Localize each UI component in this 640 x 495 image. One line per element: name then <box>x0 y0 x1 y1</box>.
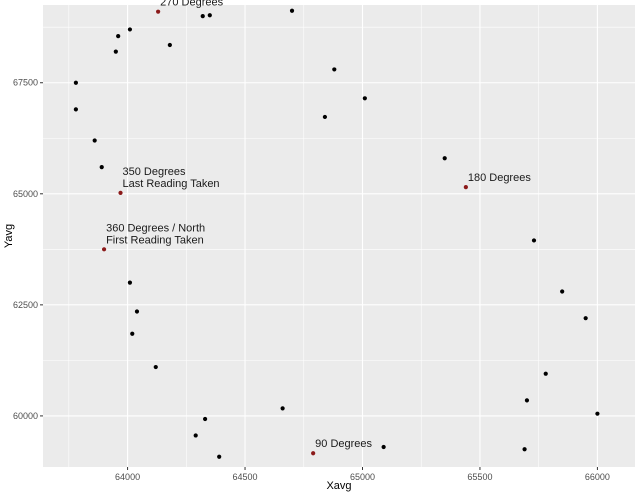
data-point <box>207 13 212 18</box>
annotation-label: 360 Degrees / North <box>106 222 205 234</box>
data-point <box>332 67 337 72</box>
highlight-point <box>118 190 123 196</box>
highlight-point <box>156 9 161 14</box>
y-tick-label: 65000 <box>13 189 38 199</box>
highlight-point <box>463 185 468 190</box>
annotation-label: 270 Degrees <box>160 0 223 9</box>
y-tick-label: 60000 <box>13 411 38 421</box>
data-point <box>280 406 285 411</box>
data-point <box>127 280 133 285</box>
data-point <box>560 289 565 294</box>
data-point <box>217 454 222 459</box>
data-point <box>130 331 135 336</box>
x-tick-label: 64500 <box>233 472 258 482</box>
annotation-label: First Reading Taken <box>106 234 204 246</box>
data-point <box>289 8 295 13</box>
data-point <box>193 433 198 438</box>
y-axis-title: Yavg <box>3 224 15 248</box>
y-axis-ticks: 60000 62500 65000 67500 <box>13 78 43 421</box>
data-point <box>322 114 328 120</box>
annotation-label: 350 Degrees <box>123 166 186 178</box>
annotation-label: 180 Degrees <box>468 172 531 184</box>
data-point <box>381 444 386 450</box>
data-point <box>202 416 208 422</box>
data-point <box>134 309 140 314</box>
y-tick-label: 62500 <box>13 300 38 310</box>
x-tick-label: 65500 <box>467 472 492 482</box>
highlight-point <box>101 247 107 252</box>
major-gridlines <box>43 5 635 467</box>
minor-gridlines <box>43 5 635 467</box>
x-tick-label: 66000 <box>585 472 610 482</box>
data-point <box>522 447 527 452</box>
data-point <box>113 49 118 54</box>
x-axis-ticks: 64000 64500 65000 65500 66000 <box>115 467 610 482</box>
data-point <box>200 14 205 19</box>
data-point <box>153 364 158 370</box>
data-point <box>595 411 600 416</box>
data-point <box>99 165 104 170</box>
data-point <box>362 96 367 101</box>
highlight-point <box>311 451 316 456</box>
highlighted-points <box>101 9 468 456</box>
annotation-label: 90 Degrees <box>315 438 372 450</box>
data-point <box>73 80 78 85</box>
data-point <box>543 371 548 376</box>
data-point <box>531 238 537 243</box>
x-tick-label: 64000 <box>115 472 140 482</box>
data-point <box>127 27 133 32</box>
x-axis-title: Xavg <box>326 480 351 492</box>
x-tick-label: 65000 <box>350 472 375 482</box>
data-point <box>73 107 78 112</box>
data-point <box>92 138 97 143</box>
data-points <box>73 8 600 459</box>
data-point <box>583 316 588 321</box>
annotation-label: Last Reading Taken <box>123 178 220 190</box>
y-tick-label: 67500 <box>13 78 38 88</box>
data-point <box>442 156 447 161</box>
data-point <box>116 33 121 39</box>
data-point <box>524 398 530 403</box>
plot-panel <box>43 5 635 467</box>
data-point <box>167 42 172 48</box>
